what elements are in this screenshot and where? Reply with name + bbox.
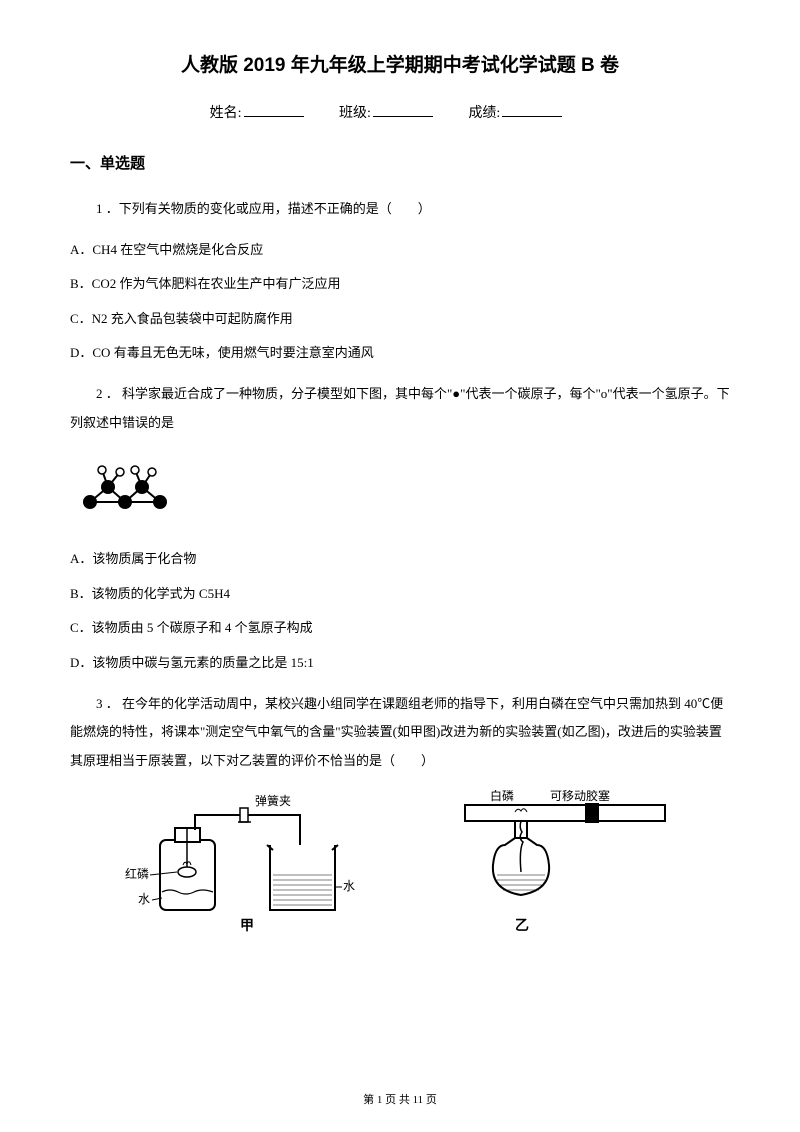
jia-caption: 甲 [240, 918, 254, 934]
q2-option-d: D．该物质中碳与氢元素的质量之比是 15:1 [70, 649, 730, 678]
exam-title: 人教版 2019 年九年级上学期期中考试化学试题 B 卷 [70, 50, 730, 77]
stopper-label: 可移动胶塞 [550, 790, 610, 803]
q3-stem: 3 ． 在今年的化学活动周中，某校兴趣小组同学在课题组老师的指导下，利用白磷在空… [70, 690, 730, 776]
class-blank [373, 116, 433, 117]
molecule-diagram [70, 452, 730, 527]
question-3: 3 ． 在今年的化学活动周中，某校兴趣小组同学在课题组老师的指导下，利用白磷在空… [70, 690, 730, 941]
clip-label: 弹簧夹 [255, 793, 291, 808]
q2-option-b: B．该物质的化学式为 C5H4 [70, 580, 730, 609]
q1-option-b: B．CO2 作为气体肥料在农业生产中有广泛应用 [70, 270, 730, 299]
q2-option-c: C．该物质由 5 个碳原子和 4 个氢原子构成 [70, 614, 730, 643]
red-p-label: 红磷 [125, 866, 149, 881]
apparatus-yi: 白磷 可移动胶塞 乙 [455, 790, 675, 940]
water-label-1: 水 [138, 892, 150, 906]
name-blank [244, 116, 304, 117]
q1-option-a: A．CH4 在空气中燃烧是化合反应 [70, 236, 730, 265]
water-label-2: 水 [343, 879, 355, 893]
student-info-line: 姓名: 班级: 成绩: [70, 102, 730, 122]
score-label: 成绩: [468, 106, 500, 121]
section-1-header: 一、单选题 [70, 152, 730, 173]
q1-stem: 1 ．下列有关物质的变化或应用，描述不正确的是（ ） [70, 195, 730, 224]
class-label: 班级: [339, 106, 371, 121]
apparatus-jia: 弹簧夹 红磷 水 水 甲 [125, 790, 385, 940]
q1-option-c: C．N2 充入食品包装袋中可起防腐作用 [70, 305, 730, 334]
question-2: 2 ． 科学家最近合成了一种物质，分子模型如下图，其中每个"●"代表一个碳原子，… [70, 380, 730, 678]
yi-caption: 乙 [515, 918, 529, 934]
q1-option-d: D．CO 有毒且无色无味，使用燃气时要注意室内通风 [70, 339, 730, 368]
question-1: 1 ．下列有关物质的变化或应用，描述不正确的是（ ） A．CH4 在空气中燃烧是… [70, 195, 730, 368]
q2-option-a: A．该物质属于化合物 [70, 545, 730, 574]
score-blank [502, 116, 562, 117]
white-p-label: 白磷 [490, 790, 514, 803]
name-label: 姓名: [210, 106, 242, 121]
q2-stem: 2 ． 科学家最近合成了一种物质，分子模型如下图，其中每个"●"代表一个碳原子，… [70, 380, 730, 437]
apparatus-figures: 弹簧夹 红磷 水 水 甲 [70, 790, 730, 940]
page-footer: 第 1 页 共 11 页 [0, 1091, 800, 1107]
